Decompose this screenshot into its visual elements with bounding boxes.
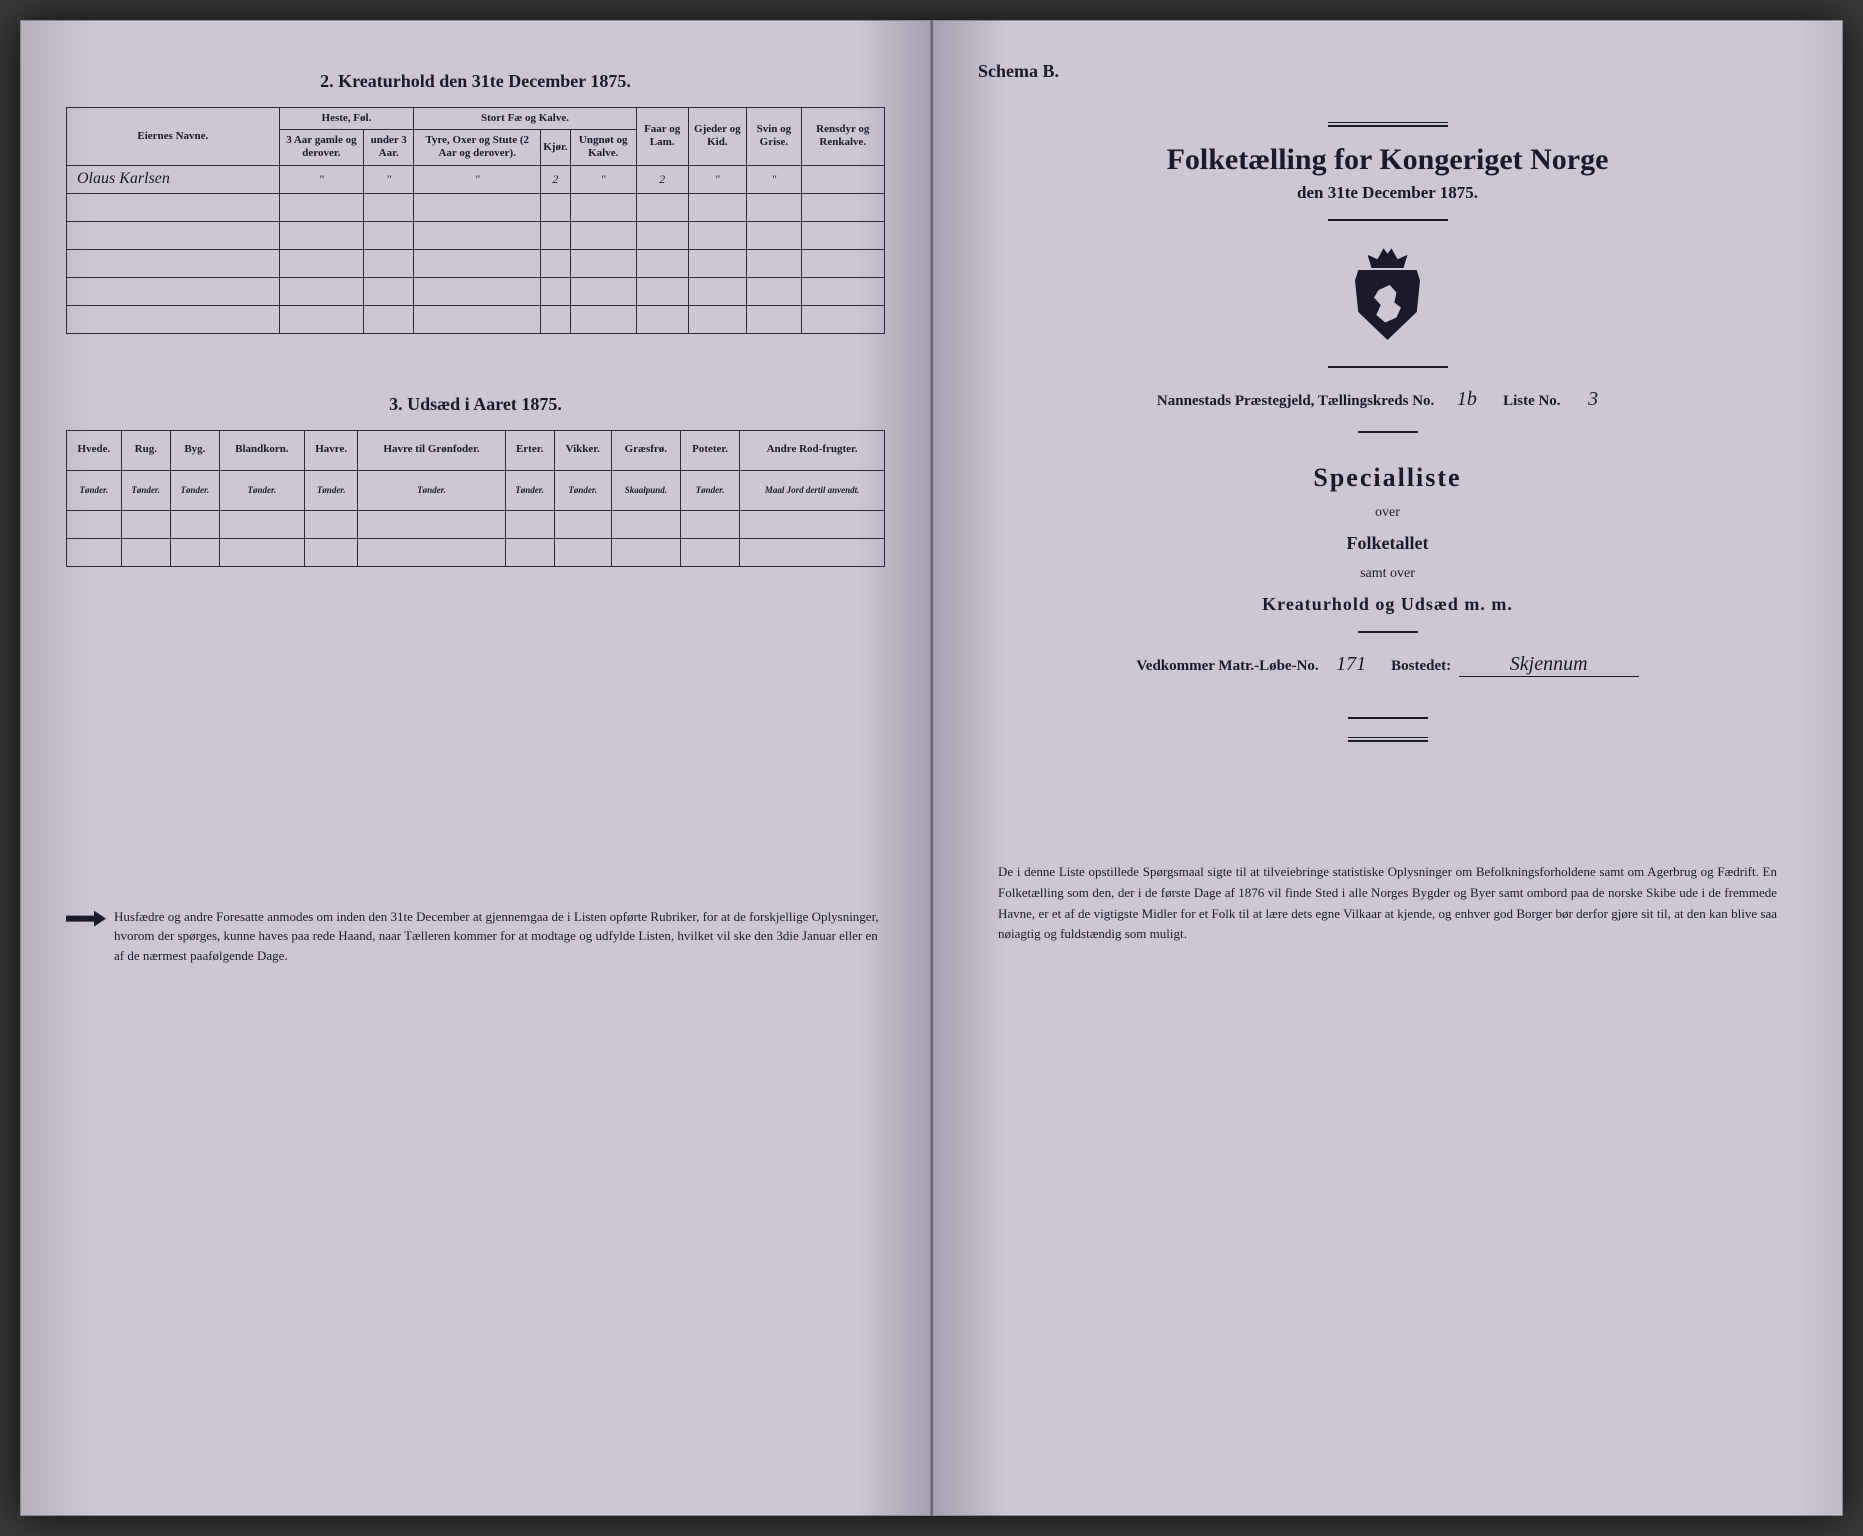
matr-label: Vedkommer Matr.-Løbe-No. [1136, 658, 1318, 674]
sub: Tønder. [358, 470, 505, 510]
cell [801, 165, 884, 193]
col-cattle: Stort Fæ og Kalve. [414, 108, 637, 130]
page-spread: 2. Kreaturhold den 31te December 1875. E… [20, 20, 1843, 1516]
district-line: Nannestads Præstegjeld, Tællingskreds No… [978, 388, 1797, 411]
section3-title: 3. Udsæd i Aaret 1875. [66, 394, 885, 415]
cell: " [688, 165, 747, 193]
col-pig: Svin og Grise. [747, 108, 801, 166]
census-title: Folketælling for Kongeriget Norge [978, 143, 1797, 177]
rule [1348, 737, 1428, 742]
sub-c1: Tyre, Oxer og Stute (2 Aar og derover). [414, 130, 541, 165]
district-prefix: Nannestads Præstegjeld, Tællingskreds No… [1157, 393, 1434, 409]
rule [1348, 717, 1428, 719]
over-label: over [978, 505, 1797, 521]
matr-line: Vedkommer Matr.-Løbe-No. 171 Bostedet: S… [978, 653, 1797, 677]
rule [1358, 431, 1418, 433]
seed-table: Hvede. Rug. Byg. Blandkorn. Havre. Havre… [66, 430, 885, 567]
sub-c2: Kjør. [541, 130, 570, 165]
col: Byg. [170, 430, 219, 470]
col: Poteter. [680, 430, 739, 470]
cell: " [279, 165, 363, 193]
schema-label: Schema B. [978, 61, 1797, 82]
rule [1358, 631, 1418, 633]
sub: Tønder. [121, 470, 170, 510]
col: Blandkorn. [219, 430, 304, 470]
sub: Tønder. [67, 470, 122, 510]
footnote-block: Husfædre og andre Foresatte anmodes om i… [66, 907, 885, 966]
list-label: Liste No. [1503, 393, 1561, 409]
table-row [67, 221, 885, 249]
col: Havre til Grønfoder. [358, 430, 505, 470]
owner-name: Olaus Karlsen [67, 165, 280, 193]
table-row: Olaus Karlsen " " " 2 " 2 " " [67, 165, 885, 193]
left-page: 2. Kreaturhold den 31te December 1875. E… [20, 20, 931, 1516]
col: Erter. [505, 430, 554, 470]
table-row [67, 510, 885, 538]
col: Havre. [304, 430, 358, 470]
list-no: 3 [1568, 388, 1618, 411]
table-row [67, 277, 885, 305]
col-reindeer: Rensdyr og Renkalve. [801, 108, 884, 166]
sub: Tønder. [304, 470, 358, 510]
cell: " [364, 165, 414, 193]
col: Græsfrø. [611, 430, 680, 470]
sub: Skaalpund. [611, 470, 680, 510]
coat-of-arms-icon [1350, 246, 1425, 341]
footnote-text: Husfædre og andre Foresatte anmodes om i… [114, 907, 885, 966]
rule [1328, 219, 1448, 221]
district-no: 1b [1442, 388, 1492, 411]
kreatur-heading: Kreaturhold og Udsæd m. m. [978, 594, 1797, 615]
sub-h2: under 3 Aar. [364, 130, 414, 165]
sub: Maal Jord dertil anvendt. [740, 470, 885, 510]
col: Hvede. [67, 430, 122, 470]
bosted-value: Skjennum [1459, 653, 1639, 677]
rule [1328, 366, 1448, 368]
table-row [67, 538, 885, 566]
seed-head-row: Hvede. Rug. Byg. Blandkorn. Havre. Havre… [67, 430, 885, 470]
table-row [67, 193, 885, 221]
table-row [67, 249, 885, 277]
col: Rug. [121, 430, 170, 470]
bottom-paragraph: De i denne Liste opstillede Spørgsmaal s… [978, 862, 1797, 945]
table-row [67, 305, 885, 333]
folketallet-heading: Folketallet [978, 533, 1797, 554]
sub: Tønder. [219, 470, 304, 510]
sub: Tønder. [554, 470, 611, 510]
col: Vikker. [554, 430, 611, 470]
census-date: den 31te December 1875. [978, 183, 1797, 203]
section2-title: 2. Kreaturhold den 31te December 1875. [66, 71, 885, 92]
livestock-table: Eiernes Navne. Heste, Føl. Stort Fæ og K… [66, 107, 885, 334]
cell: " [414, 165, 541, 193]
right-page: Schema B. Folketælling for Kongeriget No… [931, 20, 1843, 1516]
specialliste-heading: Specialliste [978, 463, 1797, 493]
col: Andre Rod-frugter. [740, 430, 885, 470]
col-owner: Eiernes Navne. [67, 108, 280, 166]
pointer-icon [66, 909, 106, 929]
sub-h1: 3 Aar gamle og derover. [279, 130, 363, 165]
rule [1328, 122, 1448, 127]
matr-no: 171 [1326, 653, 1376, 676]
col-goat: Gjeder og Kid. [688, 108, 747, 166]
samt-label: samt over [978, 566, 1797, 582]
sub: Tønder. [170, 470, 219, 510]
sub-c3: Ungnøt og Kalve. [570, 130, 636, 165]
sub: Tønder. [505, 470, 554, 510]
bosted-label: Bostedet: [1391, 658, 1451, 674]
seed-sub-row: Tønder. Tønder. Tønder. Tønder. Tønder. … [67, 470, 885, 510]
col-horses: Heste, Føl. [279, 108, 414, 130]
cell: 2 [636, 165, 688, 193]
cell: " [747, 165, 801, 193]
cell: 2 [541, 165, 570, 193]
cell: " [570, 165, 636, 193]
col-sheep: Faar og Lam. [636, 108, 688, 166]
sub: Tønder. [680, 470, 739, 510]
